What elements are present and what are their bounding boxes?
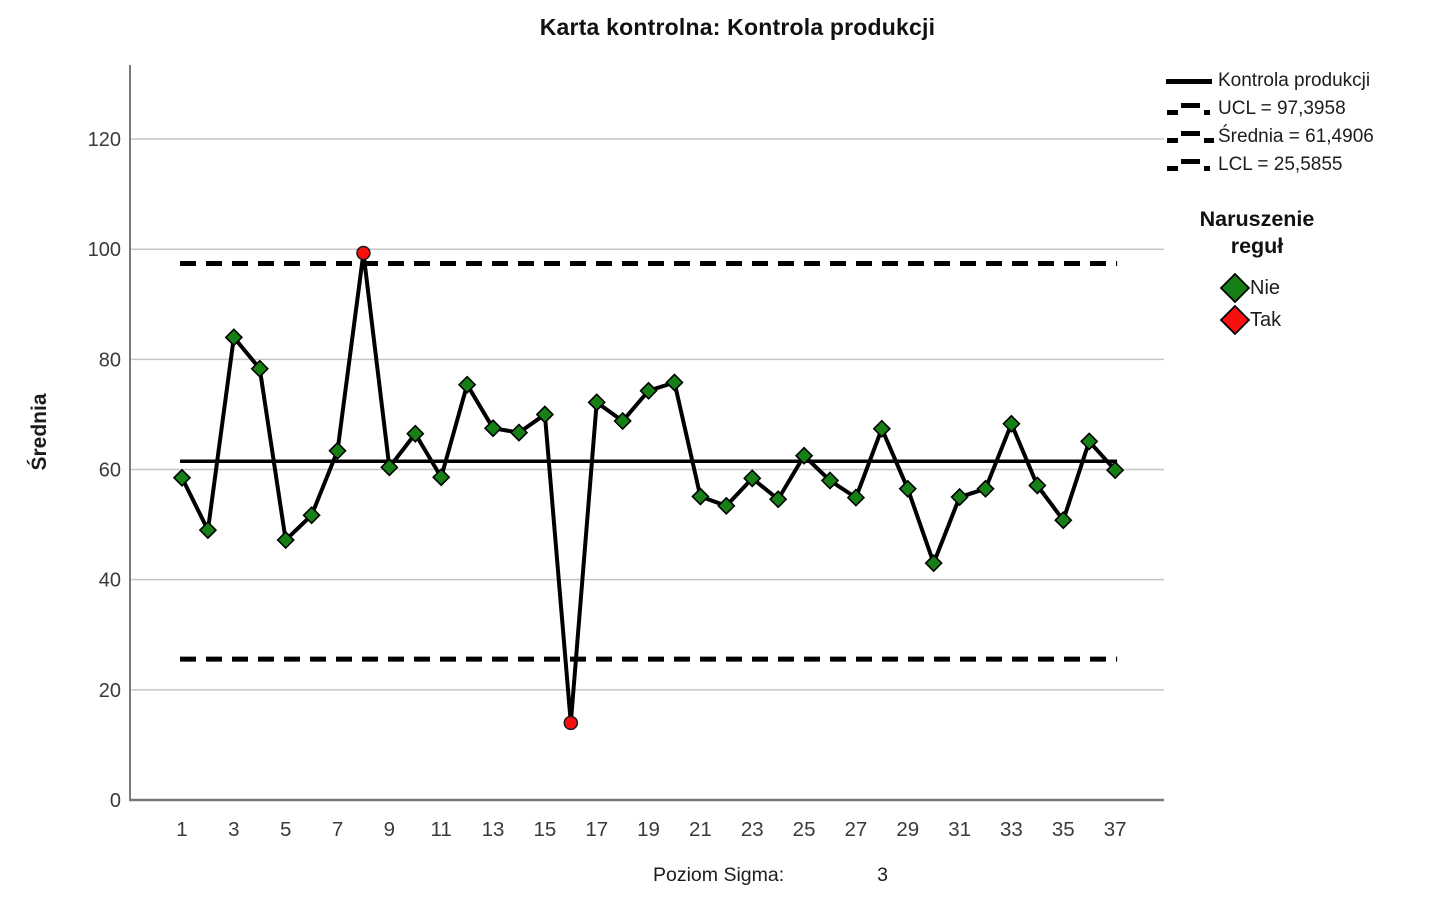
x-tick-label: 23 <box>741 818 764 841</box>
x-tick-label: 11 <box>431 818 452 841</box>
violation-legend-title-line1: Naruszenie <box>1199 207 1315 231</box>
x-tick-label: 21 <box>689 818 712 841</box>
x-tick-label: 3 <box>228 818 239 841</box>
green-diamond-icon <box>1219 272 1251 304</box>
y-tick-label: 20 <box>99 680 121 702</box>
violation-marker <box>563 715 579 731</box>
data-point-marker <box>846 488 866 507</box>
data-point-marker <box>587 393 606 412</box>
data-point-marker <box>691 487 710 506</box>
dashed-line-key-icon <box>1166 158 1214 172</box>
y-tick-label: 100 <box>88 239 121 261</box>
sigma-label: Poziom Sigma: <box>653 864 785 886</box>
legend-series-label: Kontrola produkcji <box>1218 70 1371 91</box>
data-point-marker <box>224 328 243 347</box>
y-tick-label: 60 <box>99 460 121 482</box>
data-point-marker <box>432 468 451 487</box>
data-point-marker <box>820 471 840 490</box>
data-point-marker <box>976 479 995 498</box>
data-point-marker <box>639 381 658 400</box>
x-tick-label: 9 <box>384 818 395 841</box>
sigma-footer: Poziom Sigma: 3 <box>653 864 888 887</box>
data-point-marker <box>950 487 969 507</box>
legend-no-label: Nie <box>1250 276 1281 299</box>
legend-row-violation: Tak <box>1219 304 1281 336</box>
legend-row-lcl: LCL = 25,5855 <box>1166 151 1374 179</box>
x-tick-label: 31 <box>948 818 971 841</box>
legend-row-series: Kontrola produkcji <box>1166 67 1374 95</box>
legend-row-no-violation: Nie <box>1219 272 1281 304</box>
data-point-marker <box>172 468 192 487</box>
line-legend: Kontrola produkcji UCL = 97,3958 Średnia… <box>1166 67 1374 179</box>
legend-lcl-label: LCL = 25,5855 <box>1218 154 1343 175</box>
solid-line-key-icon <box>1166 78 1214 84</box>
data-point-marker <box>380 458 399 477</box>
y-tick-label: 80 <box>99 349 121 371</box>
x-tick-label: 35 <box>1052 818 1075 841</box>
legend-ucl-label: UCL = 97,3958 <box>1218 98 1346 119</box>
y-tick-label: 0 <box>110 790 121 812</box>
data-point-marker <box>665 373 684 392</box>
x-tick-label: 7 <box>332 818 343 841</box>
x-tick-label: 27 <box>845 818 868 841</box>
data-point-marker <box>872 419 891 438</box>
data-point-marker <box>898 479 917 498</box>
x-tick-label: 15 <box>533 818 556 841</box>
x-tick-label: 19 <box>637 818 660 841</box>
legend-row-ucl: UCL = 97,3958 <box>1166 95 1374 123</box>
data-point-marker <box>1028 476 1047 495</box>
dashed-line-key-icon <box>1166 130 1214 144</box>
data-point-marker <box>276 530 295 550</box>
data-point-marker <box>1002 414 1021 433</box>
data-point-marker <box>198 520 218 540</box>
data-point-marker <box>1080 432 1099 451</box>
data-point-marker <box>924 554 943 573</box>
x-tick-label: 29 <box>896 818 919 841</box>
data-point-marker <box>613 411 632 431</box>
data-point-marker <box>743 469 762 488</box>
red-diamond-icon <box>1219 304 1251 336</box>
data-point-marker <box>1105 460 1125 480</box>
y-tick-label: 120 <box>88 129 121 151</box>
x-tick-label: 1 <box>176 818 187 841</box>
data-point-marker <box>457 375 477 394</box>
data-point-marker <box>483 419 503 438</box>
x-tick-label: 5 <box>280 818 291 841</box>
data-point-marker <box>250 359 269 378</box>
chart-title: Karta kontrolna: Kontrola produkcji <box>539 14 936 40</box>
dashed-line-key-icon <box>1166 102 1214 116</box>
data-point-marker <box>794 446 814 465</box>
data-point-marker <box>328 441 347 460</box>
data-point-marker <box>509 423 529 442</box>
data-point-marker <box>535 405 555 424</box>
data-point-marker <box>1054 511 1073 530</box>
violation-marker <box>356 245 371 261</box>
x-tick-label: 25 <box>793 818 816 841</box>
series-line <box>180 251 1118 725</box>
x-tick-label: 37 <box>1104 818 1127 841</box>
violation-legend: Nie Tak <box>1219 272 1281 336</box>
data-point-marker <box>302 506 321 525</box>
x-tick-label: 17 <box>585 818 608 841</box>
violation-legend-title-line2: reguł <box>1230 234 1284 258</box>
legend-mean-label: Średnia = 61,4906 <box>1218 126 1374 147</box>
data-point-marker <box>717 496 736 516</box>
violation-legend-title: Naruszenie reguł <box>1167 206 1347 260</box>
legend-row-mean: Średnia = 61,4906 <box>1166 123 1374 151</box>
legend-yes-label: Tak <box>1250 308 1282 331</box>
x-tick-label: 13 <box>482 818 505 841</box>
sigma-value: 3 <box>877 864 888 886</box>
x-tick-label: 33 <box>1000 818 1023 841</box>
data-point-marker <box>406 424 425 443</box>
y-tick-label: 40 <box>99 570 121 592</box>
data-point-marker <box>769 490 788 509</box>
